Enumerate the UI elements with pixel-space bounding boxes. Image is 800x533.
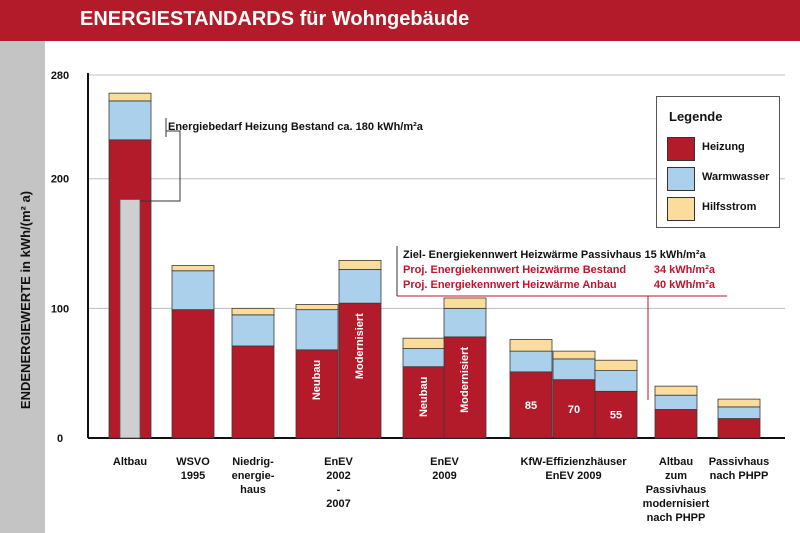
legend-swatch-hilfsstrom bbox=[667, 197, 695, 221]
annotation-ziel: Ziel- Energiekennwert Heizwärme Passivha… bbox=[403, 249, 706, 261]
bar-6-0-hilfsstrom bbox=[654, 385, 698, 396]
bar-5-1-warmwasser bbox=[552, 358, 596, 381]
y-axis-label: ENDENERGIEWERTE in kWh/(m² a) bbox=[18, 190, 33, 410]
bar-4-0-hilfsstrom bbox=[402, 337, 446, 349]
bar-3-1-heizung bbox=[338, 302, 382, 439]
bar-0-0-warmwasser bbox=[108, 100, 152, 141]
bar-label-4-0: Neubau bbox=[418, 377, 430, 417]
legend-label-heizung: Heizung bbox=[702, 141, 745, 153]
bar-4-1-hilfsstrom bbox=[443, 297, 487, 309]
bar-4-1-warmwasser bbox=[443, 307, 487, 338]
annotation-proj-bestand: Proj. Energiekennwert Heizwärme Bestand … bbox=[403, 264, 721, 276]
bar-6-0-heizung bbox=[654, 409, 698, 439]
x-tick-label-4-0: EnEV bbox=[430, 456, 459, 468]
x-tick-label-6-2: Passivhaus bbox=[646, 484, 707, 496]
legend-swatch-warmwasser bbox=[667, 167, 695, 191]
x-tick-label-6-0: Altbau bbox=[659, 456, 693, 468]
bar-2-0-heizung bbox=[231, 345, 275, 439]
x-tick-label-2-2: haus bbox=[240, 484, 266, 496]
bar-2-0-hilfsstrom bbox=[231, 307, 275, 316]
x-tick-label-2-1: energie- bbox=[232, 470, 275, 482]
bar-1-0-heizung bbox=[171, 309, 215, 439]
annotation-proj-bestand-label: Proj. Energiekennwert Heizwärme Bestand bbox=[403, 264, 627, 276]
x-tick-label-4-1: 2009 bbox=[432, 470, 456, 482]
legend-label-hilfsstrom: Hilfsstrom bbox=[702, 201, 757, 213]
annotation-proj-bestand-value: 34 kWh/m²a bbox=[653, 264, 715, 276]
bar-3-1-warmwasser bbox=[338, 269, 382, 304]
x-tick-label-7-0: Passivhaus bbox=[709, 456, 770, 468]
bar-label-4-1: Modernisiert bbox=[459, 347, 471, 413]
x-tick-label-3-1: 2002 bbox=[326, 470, 350, 482]
legend: Legende Heizung Warmwasser Hilfsstrom bbox=[656, 96, 780, 228]
legend-title: Legende bbox=[669, 109, 723, 124]
y-tick-label-0: 0 bbox=[57, 433, 63, 445]
bar-1-0-warmwasser bbox=[171, 270, 215, 311]
bar-6-0-warmwasser bbox=[654, 394, 698, 410]
bar-5-2-hilfsstrom bbox=[594, 359, 638, 371]
title-bar: ENERGIESTANDARDS für Wohngebäude bbox=[0, 0, 800, 41]
x-tick-label-6-3: modernisiert bbox=[643, 498, 710, 510]
bar-5-0-warmwasser bbox=[509, 350, 553, 373]
bar-4-0-warmwasser bbox=[402, 348, 446, 368]
x-tick-label-0-0: Altbau bbox=[113, 456, 147, 468]
bar-3-0-warmwasser bbox=[295, 309, 339, 351]
bar-5-0-hilfsstrom bbox=[509, 339, 553, 352]
legend-swatch-heizung bbox=[667, 137, 695, 161]
left-strip bbox=[0, 41, 45, 533]
bar-1-0-hilfsstrom bbox=[171, 265, 215, 272]
bar-5-1-heizung bbox=[552, 379, 596, 439]
x-tick-label-5-0: KfW-Effizienzhäuser bbox=[520, 456, 627, 468]
bar-7-0-warmwasser bbox=[717, 406, 761, 419]
y-tick-label-100: 100 bbox=[51, 303, 69, 315]
x-tick-label-3-3: 2007 bbox=[326, 498, 350, 510]
bar-3-0-heizung bbox=[295, 349, 339, 439]
bar-5-0-heizung bbox=[509, 371, 553, 439]
x-tick-label-7-1: nach PHPP bbox=[710, 470, 769, 482]
annotation-proj-anbau-label: Proj. Energiekennwert Heizwärme Anbau bbox=[403, 279, 617, 291]
bar-5-2-heizung bbox=[594, 390, 638, 439]
x-tick-label-6-1: zum bbox=[665, 470, 687, 482]
bar-7-0-heizung bbox=[717, 418, 761, 439]
legend-label-warmwasser: Warmwasser bbox=[702, 171, 770, 183]
y-tick-label-280: 280 bbox=[51, 70, 69, 82]
bar-label-3-0: Neubau bbox=[311, 360, 323, 400]
bar-label-5-2: 55 bbox=[610, 410, 622, 422]
annotation-proj-anbau-value: 40 kWh/m²a bbox=[653, 279, 715, 291]
bar-label-3-1: Modernisiert bbox=[354, 313, 366, 379]
x-tick-label-1-1: 1995 bbox=[181, 470, 205, 482]
bestand-connector bbox=[140, 130, 181, 202]
altbau-inner-bar bbox=[119, 199, 141, 439]
annotation-proj-anbau: Proj. Energiekennwert Heizwärme Anbau 40… bbox=[403, 279, 721, 291]
bar-label-5-0: 85 bbox=[525, 400, 537, 412]
bar-5-1-hilfsstrom bbox=[552, 350, 596, 360]
x-tick-label-1-0: WSVO bbox=[176, 456, 210, 468]
bar-5-2-warmwasser bbox=[594, 370, 638, 392]
y-tick-label-200: 200 bbox=[51, 174, 69, 186]
bar-0-0-hilfsstrom bbox=[108, 92, 152, 102]
annotation-bestand: Energiebedarf Heizung Bestand ca. 180 kW… bbox=[168, 121, 423, 133]
bar-3-0-hilfsstrom bbox=[295, 304, 339, 311]
bar-3-1-hilfsstrom bbox=[338, 259, 382, 270]
page-title: ENERGIESTANDARDS für Wohngebäude bbox=[80, 8, 470, 30]
x-tick-label-2-0: Niedrig- bbox=[232, 456, 274, 468]
bar-7-0-hilfsstrom bbox=[717, 398, 761, 408]
x-tick-label-5-1: EnEV 2009 bbox=[545, 470, 601, 482]
bar-label-5-1: 70 bbox=[568, 404, 580, 416]
x-tick-label-6-4: nach PHPP bbox=[647, 512, 706, 524]
x-tick-label-3-2: - bbox=[337, 484, 341, 496]
bar-2-0-warmwasser bbox=[231, 314, 275, 347]
x-tick-label-3-0: EnEV bbox=[324, 456, 353, 468]
